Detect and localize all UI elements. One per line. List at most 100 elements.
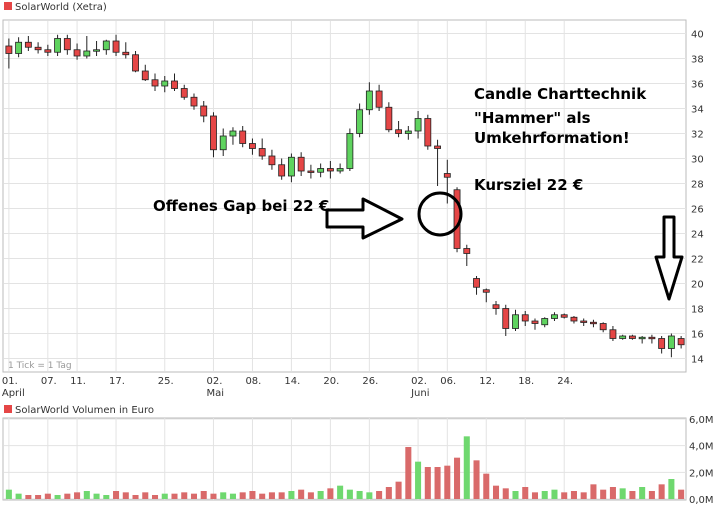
x-tick-label: 17. — [109, 376, 125, 387]
price-y-tick: 40 — [691, 30, 704, 41]
candle-body — [580, 320, 588, 323]
volume-y-tick: 6,0M — [689, 415, 714, 426]
price-y-tick: 36 — [691, 80, 704, 91]
price-y-tick: 18 — [691, 305, 704, 316]
candle-body — [73, 49, 81, 57]
volume-bar — [64, 493, 71, 499]
volume-bar — [83, 491, 90, 499]
x-tick-label: 24. — [557, 376, 573, 387]
price-y-tick: 32 — [691, 130, 704, 141]
candle-body — [404, 130, 412, 134]
volume-bars — [5, 436, 685, 499]
volume-bar — [561, 492, 568, 499]
volume-bar — [15, 493, 22, 499]
volume-bar — [317, 491, 324, 499]
volume-bar — [103, 495, 110, 499]
volume-bar — [35, 495, 42, 499]
volume-chart-title: SolarWorld Volumen in Euro — [15, 405, 154, 416]
x-tick-label: 06. — [440, 376, 456, 387]
volume-bar — [629, 491, 636, 499]
month-labels: April Mai Juni — [2, 388, 430, 399]
volume-bar — [434, 467, 441, 499]
target-annotation: Kursziel 22 € — [474, 176, 583, 194]
candle-body — [258, 148, 266, 157]
price-y-tick: 16 — [691, 330, 704, 341]
x-tick-label: 08. — [245, 376, 261, 387]
volume-bar — [424, 467, 431, 499]
volume-bar — [268, 492, 275, 499]
candle-body — [102, 40, 110, 51]
volume-bar — [551, 489, 558, 499]
candle-body — [297, 156, 305, 172]
volume-y-axis: 6,0M 4,0M 2,0M 0,0M — [689, 415, 714, 506]
volume-bar — [54, 495, 61, 499]
candle-body — [83, 50, 91, 57]
candle-body — [424, 118, 432, 147]
candle-body — [151, 79, 159, 87]
volume-bar — [570, 491, 577, 499]
volume-bar — [74, 492, 81, 499]
volume-bar — [44, 493, 51, 499]
candle-body — [229, 130, 237, 137]
volume-bar — [181, 492, 188, 499]
candle-body — [648, 336, 656, 340]
volume-bar — [454, 457, 461, 499]
volume-bar — [463, 436, 470, 499]
volume-bar — [25, 495, 32, 499]
candle-body — [638, 336, 646, 340]
volume-legend-swatch — [4, 405, 12, 413]
candle-body — [200, 105, 208, 117]
volume-y-tick: 2,0M — [689, 468, 714, 479]
candle-body — [44, 49, 52, 53]
candle-body — [443, 173, 451, 178]
price-grid — [4, 21, 686, 371]
candle-body — [385, 106, 393, 131]
candle-body — [677, 338, 685, 346]
price-y-tick: 30 — [691, 155, 704, 166]
candle-body — [609, 329, 617, 339]
candle-body — [141, 70, 149, 81]
ticks-note: 1 Tick = 1 Tag — [8, 361, 72, 371]
price-y-axis: 40 38 36 34 32 30 28 26 24 22 20 18 16 14 — [691, 30, 704, 366]
candle-body — [512, 314, 519, 329]
x-tick-label: 11. — [70, 376, 86, 387]
volume-bar — [171, 493, 178, 499]
candle-body — [365, 90, 373, 111]
candle-body — [463, 248, 471, 254]
volume-panel-frame — [2, 417, 687, 501]
price-legend-swatch — [4, 2, 12, 10]
volume-bar — [678, 489, 685, 499]
volume-bar — [337, 485, 344, 499]
volume-bar — [473, 460, 480, 499]
volume-bar — [366, 492, 373, 499]
volume-y-tick: 4,0M — [689, 442, 714, 453]
volume-bar — [492, 485, 500, 499]
candle-body — [268, 155, 276, 166]
volume-bar — [259, 493, 266, 499]
volume-bar — [512, 491, 519, 499]
volume-bar — [502, 488, 509, 499]
volume-bar — [229, 493, 236, 499]
volume-bar — [93, 493, 100, 499]
x-tick-label: 18. — [518, 376, 534, 387]
candle-body — [15, 41, 23, 54]
volume-bar — [658, 484, 665, 499]
volume-bar — [600, 489, 607, 499]
candles — [5, 34, 685, 358]
price-y-tick: 14 — [691, 355, 704, 366]
volume-bar — [580, 492, 587, 499]
x-tick-label: 14. — [284, 376, 300, 387]
candle-body — [473, 278, 480, 288]
volume-bar — [376, 491, 383, 499]
candle-body — [619, 335, 627, 339]
price-y-tick: 22 — [691, 255, 704, 266]
annotation-line2: "Hammer" als — [474, 109, 591, 127]
volume-bar — [356, 491, 363, 499]
volume-bar — [298, 489, 305, 499]
candle-body — [5, 45, 13, 54]
x-tick-label: 02. — [206, 376, 222, 387]
annotation-line1: Candle Charttechnik — [474, 85, 647, 103]
price-y-tick: 26 — [691, 205, 704, 216]
volume-bar — [346, 489, 353, 499]
